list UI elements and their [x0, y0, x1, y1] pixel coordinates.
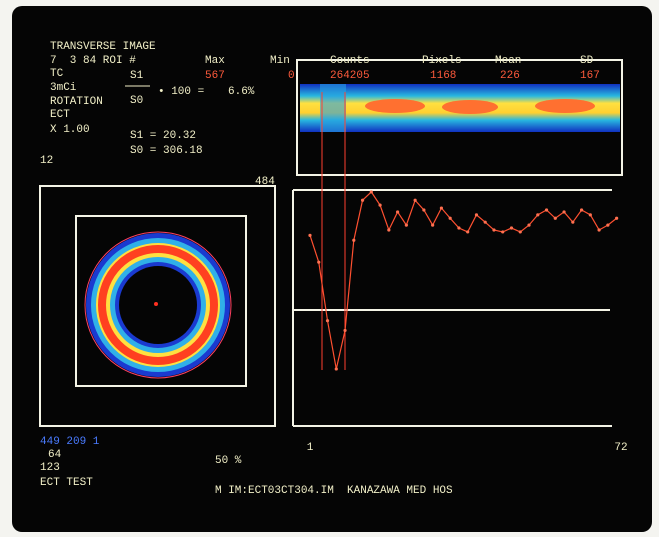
profile-point [510, 226, 513, 229]
profile-point [335, 367, 338, 370]
info: ECT [50, 109, 70, 121]
cell: 1168 [430, 70, 456, 82]
threshold: 50 % [215, 455, 242, 467]
profile-point [370, 190, 373, 193]
profile-point [343, 329, 346, 332]
denominator: S0 [130, 95, 143, 107]
info: ECT TEST [40, 477, 93, 489]
profile-point [308, 234, 311, 237]
profile-point [571, 221, 574, 224]
profile-point [545, 208, 548, 211]
profile-point [422, 208, 425, 211]
profile-point [597, 228, 600, 231]
col-header: Max [205, 55, 225, 67]
cell: 567 [205, 70, 225, 82]
profile-point [466, 230, 469, 233]
profile-point [615, 217, 618, 220]
col-header: Mean [495, 55, 521, 67]
cursor: 449 209 1 [40, 436, 100, 448]
profile-point [387, 228, 390, 231]
profile-point [519, 230, 522, 233]
profile-point [457, 226, 460, 229]
ratio-result: 6.6% [228, 86, 255, 98]
info: 3mCi [50, 82, 77, 94]
cell: 226 [500, 70, 520, 82]
profile-point [414, 199, 417, 202]
profile-point [536, 213, 539, 216]
numerator: S1 [130, 70, 144, 82]
s1: S1 = 20.32 [130, 130, 196, 142]
study: 7 3 84 ROI # [50, 55, 136, 67]
profile-point [431, 224, 434, 227]
profile-point [317, 261, 320, 264]
profile-point [527, 224, 530, 227]
profile-point [405, 224, 408, 227]
col-header: Counts [330, 55, 370, 67]
strip-image [300, 84, 620, 132]
screen: TRANSVERSE IMAGE 7 3 84 ROI # TC 3mCi RO… [0, 0, 659, 537]
profile-point [440, 206, 443, 209]
profile-point [352, 239, 355, 242]
cell: 264205 [330, 70, 370, 82]
info: 12 [40, 155, 53, 167]
profile-point [501, 230, 504, 233]
cell: 0 [288, 70, 295, 82]
profile-point [361, 199, 364, 202]
filename: M IM:ECT03CT304.IM KANAZAWA MED HOS [215, 485, 453, 497]
profile-point [396, 210, 399, 213]
scale-max: 484 [255, 176, 275, 188]
profile-point [492, 228, 495, 231]
profile-point [606, 224, 609, 227]
operator: • 100 = [158, 86, 204, 98]
x-tick-label: 1 [307, 442, 314, 454]
profile-point [449, 217, 452, 220]
profile-point [475, 213, 478, 216]
title: TRANSVERSE IMAGE [50, 41, 156, 53]
profile-point [484, 221, 487, 224]
profile-point [554, 217, 557, 220]
info: TC [50, 68, 64, 80]
x-tick-label: 72 [614, 442, 627, 454]
profile-point [589, 213, 592, 216]
profile-point [326, 319, 329, 322]
col-header: Pixels [422, 55, 462, 67]
info: 64 [48, 449, 62, 461]
info: 123 [40, 462, 60, 474]
cell: 167 [580, 70, 600, 82]
col-header: Min [270, 55, 290, 67]
profile-point [562, 210, 565, 213]
s0: S0 = 306.18 [130, 145, 203, 157]
info: ROTATION [50, 96, 103, 108]
col-header: SD [580, 55, 594, 67]
profile-point [580, 208, 583, 211]
info: X 1.00 [50, 124, 90, 136]
profile-point [378, 204, 381, 207]
